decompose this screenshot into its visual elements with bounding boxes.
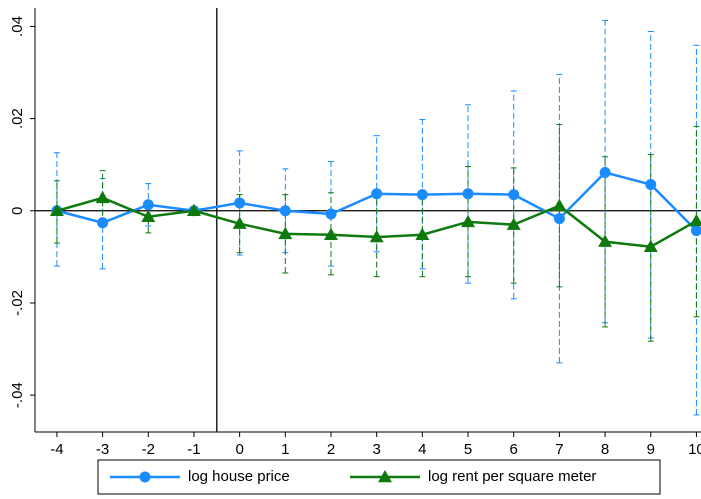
data-point <box>95 190 110 204</box>
x-tick-label: 5 <box>464 441 472 458</box>
data-point <box>690 225 701 237</box>
data-point <box>279 205 291 217</box>
x-tick-label: -2 <box>142 441 155 458</box>
x-tick-label: 4 <box>418 441 426 458</box>
x-tick-label: 2 <box>327 441 335 458</box>
x-tick-label: -4 <box>50 441 63 458</box>
x-tick-label: 8 <box>601 441 609 458</box>
data-point <box>325 208 337 220</box>
data-point <box>462 188 474 200</box>
data-point <box>598 234 613 247</box>
data-point <box>553 213 565 225</box>
data-point <box>371 188 383 200</box>
y-tick-label: .04 <box>9 16 26 37</box>
data-point <box>278 226 293 240</box>
y-tick-label: .02 <box>9 108 26 129</box>
legend-marker <box>139 471 151 483</box>
data-point <box>552 198 567 211</box>
data-point <box>186 203 201 217</box>
data-point <box>232 216 247 229</box>
data-point <box>369 230 384 243</box>
x-tick-label: 7 <box>555 441 563 458</box>
data-point <box>461 214 476 228</box>
data-point <box>234 197 246 209</box>
data-point <box>645 179 657 191</box>
data-point <box>97 217 109 229</box>
x-tick-label: -1 <box>187 441 200 458</box>
x-tick-label: -3 <box>96 441 109 458</box>
legend-label: log house price <box>188 468 290 485</box>
data-point <box>643 239 658 252</box>
data-point <box>508 189 520 201</box>
x-tick-label: 6 <box>510 441 518 458</box>
legend-marker <box>378 470 392 483</box>
x-tick-label: 0 <box>235 441 243 458</box>
y-tick-label: 0 <box>9 207 26 215</box>
data-point <box>142 199 154 211</box>
x-tick-label: 3 <box>373 441 381 458</box>
data-point <box>415 227 430 240</box>
data-point <box>689 213 701 227</box>
x-tick-label: 1 <box>281 441 289 458</box>
data-point <box>324 227 338 240</box>
data-point <box>506 217 521 230</box>
data-point <box>141 209 156 223</box>
data-point <box>416 189 428 201</box>
x-tick-label: 10 <box>688 441 701 458</box>
y-tick-label: -.02 <box>9 290 26 316</box>
y-tick-label: -.04 <box>9 382 26 408</box>
x-tick-label: 9 <box>647 441 655 458</box>
data-point <box>599 167 611 179</box>
data-point <box>49 203 64 217</box>
legend-label: log rent per square meter <box>428 468 596 485</box>
